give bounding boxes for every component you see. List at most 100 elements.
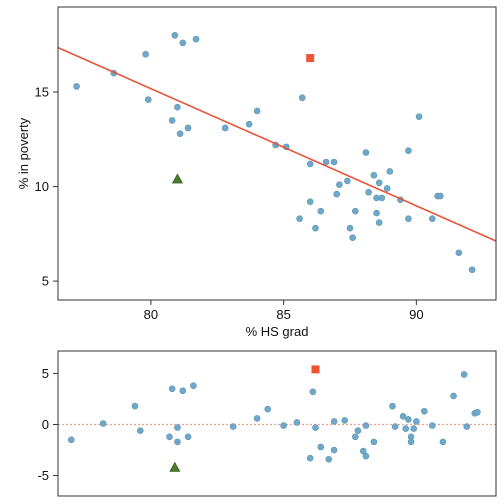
data-point — [352, 433, 359, 441]
data-point — [405, 147, 412, 154]
y-tick-label: 10 — [35, 179, 49, 194]
data-point — [468, 266, 476, 274]
data-point — [221, 124, 229, 132]
data-point — [306, 198, 314, 206]
data-point — [166, 433, 173, 441]
data-point — [245, 120, 253, 128]
data-point — [391, 423, 399, 430]
data-point — [179, 39, 187, 47]
data-point — [436, 192, 444, 200]
data-point — [421, 407, 428, 415]
data-point — [190, 382, 197, 390]
data-point — [365, 188, 372, 196]
data-point — [179, 387, 187, 395]
data-point — [309, 388, 317, 396]
data-point — [264, 405, 272, 413]
data-point — [330, 418, 338, 425]
data-point — [346, 224, 354, 232]
data-point — [402, 425, 410, 432]
data-point — [352, 207, 359, 215]
data-point — [73, 83, 80, 90]
data-point — [362, 422, 370, 429]
x-tick-label: 85 — [276, 307, 290, 322]
data-point — [330, 446, 338, 454]
data-point — [463, 423, 471, 430]
data-point — [378, 194, 386, 202]
data-point — [184, 124, 192, 132]
data-point — [349, 234, 356, 241]
data-point — [293, 419, 301, 426]
triangle-point — [171, 173, 183, 184]
scatter-panel: 5 10 15 80 85 90 % HS grad % in poverty — [16, 6, 497, 339]
data-point — [389, 402, 396, 410]
data-point — [253, 107, 261, 115]
data-point — [362, 452, 370, 460]
data-point — [330, 158, 338, 166]
x-tick-label: 80 — [144, 307, 158, 322]
data-point — [439, 438, 447, 446]
data-point — [413, 418, 420, 425]
data-point — [171, 32, 179, 39]
data-point — [399, 413, 407, 420]
data-point — [131, 402, 139, 410]
data-point — [474, 408, 481, 416]
data-point — [306, 454, 314, 462]
data-point — [298, 94, 306, 102]
data-point — [383, 185, 391, 192]
data-point — [375, 179, 383, 187]
data-point — [184, 433, 192, 441]
data-point — [375, 219, 383, 226]
data-point — [333, 190, 341, 198]
data-point — [370, 171, 378, 179]
triangle-point — [169, 461, 181, 472]
data-point — [229, 423, 237, 430]
data-point — [253, 415, 261, 422]
x-axis-label: % HS grad — [246, 324, 309, 339]
y-tick-label: 15 — [35, 85, 49, 100]
data-point — [415, 113, 423, 120]
data-point — [354, 427, 362, 434]
data-point — [336, 181, 343, 188]
data-point — [142, 50, 149, 58]
data-point — [455, 249, 463, 257]
data-point — [428, 422, 436, 429]
data-point — [370, 438, 378, 446]
y-axis-label: % in poverty — [16, 117, 31, 189]
data-point — [168, 117, 176, 124]
data-point — [359, 447, 367, 455]
fit-line — [58, 46, 496, 242]
data-point — [136, 427, 144, 434]
data-point — [373, 209, 380, 217]
data-point — [317, 443, 325, 451]
data-point — [192, 35, 200, 43]
plot-frame — [57, 6, 497, 301]
data-point — [174, 103, 181, 111]
square-point — [306, 54, 315, 63]
data-point — [362, 149, 370, 156]
data-point — [386, 168, 394, 175]
data-point — [407, 438, 415, 446]
data-point — [312, 224, 319, 232]
data-point — [174, 438, 181, 446]
data-point — [144, 96, 152, 103]
data-point — [168, 385, 176, 393]
residual-panel: -5 0 5 — [37, 350, 497, 497]
data-point — [428, 215, 436, 223]
data-point — [341, 417, 348, 424]
data-point — [317, 207, 325, 215]
data-point — [344, 177, 351, 185]
y-tick-label: -5 — [37, 468, 49, 483]
data-point — [405, 215, 412, 223]
data-point — [460, 371, 468, 378]
y-tick-label: 5 — [42, 366, 49, 381]
data-point — [325, 455, 333, 463]
data-point — [174, 424, 181, 431]
data-point — [405, 416, 412, 423]
data-point — [280, 422, 287, 429]
data-point — [306, 160, 314, 168]
square-point — [311, 365, 320, 374]
y-tick-label: 0 — [42, 417, 49, 432]
plot-area — [58, 365, 496, 472]
data-point — [67, 436, 75, 444]
